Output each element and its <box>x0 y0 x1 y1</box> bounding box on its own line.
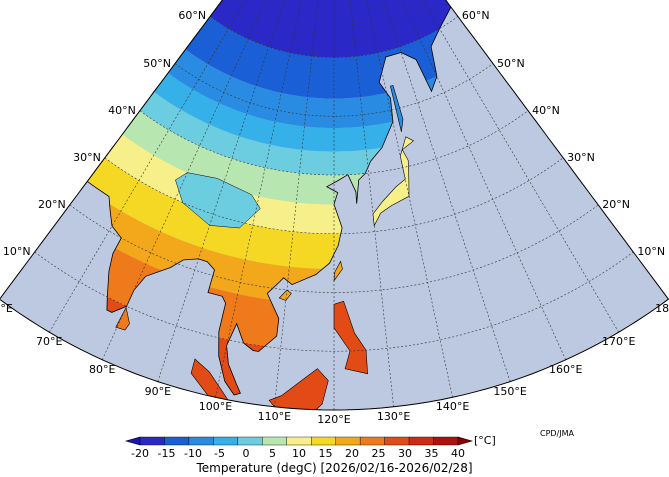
map-caption: Temperature (degC) [2026/02/16-2026/02/2… <box>196 461 473 475</box>
island-borneo <box>268 368 329 410</box>
lat-label-left: 20°N <box>38 197 66 211</box>
lon-label-bottom: 160°E <box>549 362 583 376</box>
colorbar-unit: [°C] <box>474 434 496 447</box>
colorbar-tick-label: 25 <box>371 447 386 460</box>
colorbar-segment <box>286 436 312 446</box>
parallel-line <box>209 16 459 58</box>
colorbar-segment <box>164 436 190 446</box>
lat-label-right: 20°N <box>602 197 630 211</box>
lon-label-bottom: 100°E <box>198 400 233 414</box>
colorbar-segment <box>433 436 459 446</box>
parallel-line <box>139 110 529 176</box>
colorbar-min-arrow <box>124 436 141 446</box>
parallel-line <box>34 251 634 352</box>
lon-label-bottom: 170°E <box>601 335 636 349</box>
lon-label-bottom: 70°E <box>36 335 63 349</box>
colorbar-segment <box>237 436 263 446</box>
colorbar-segment <box>311 436 336 446</box>
lon-label-bottom: 140°E <box>435 400 470 414</box>
lat-label-right: 10°N <box>637 245 666 259</box>
colorbar-segment <box>262 436 287 446</box>
colorbar-tick-label: 10 <box>292 447 306 460</box>
island-sri-lanka <box>115 306 130 331</box>
lon-label-bottom: 90°E <box>144 384 172 398</box>
lat-label-right: 40°N <box>532 103 560 117</box>
colorbar-tick-label: 30 <box>398 447 412 460</box>
colorbar-tick-label: 20 <box>345 447 359 460</box>
lon-label-bottom: 60°E <box>0 302 13 316</box>
colorbar-segment <box>359 436 385 446</box>
colorbar-segment <box>213 436 239 446</box>
island-philippines <box>333 300 368 375</box>
lat-label-left: 30°N <box>73 150 101 164</box>
colorbar-tick-label: 40 <box>451 447 465 460</box>
lat-label-right: 60°N <box>461 9 490 23</box>
credit-label: CPD/JMA <box>540 429 574 438</box>
lon-label-bottom: 80°E <box>89 362 116 376</box>
lat-label-left: 10°N <box>2 245 31 259</box>
island-hainan <box>278 289 292 301</box>
temperature-band <box>201 0 451 58</box>
parallel-line <box>174 63 494 117</box>
colorbar-tick-label: 0 <box>242 447 250 460</box>
colorbar-segment <box>139 436 165 446</box>
colorbar-tick-label: 5 <box>269 447 276 460</box>
colorbar-tick-label: -20 <box>131 447 149 460</box>
island-taiwan <box>333 260 343 282</box>
lon-label-bottom: 180° <box>655 302 669 316</box>
tibet-region <box>175 172 261 229</box>
parallel-line <box>104 157 564 235</box>
lat-label-right: 50°N <box>497 56 525 70</box>
lon-label-bottom: 150°E <box>493 384 527 398</box>
colorbar <box>124 436 474 446</box>
colorbar-tick-label: -15 <box>157 447 176 460</box>
lon-label-bottom: 110°E <box>257 409 292 423</box>
parallel-line <box>69 204 599 293</box>
colorbar-tick-label: -5 <box>214 447 225 460</box>
colorbar-segment <box>384 436 410 446</box>
island-sumatra <box>190 358 247 410</box>
colorbar-tick-label: 35 <box>424 447 439 460</box>
lat-label-left: 50°N <box>143 56 171 70</box>
lat-label-right: 30°N <box>567 150 595 164</box>
colorbar-segment <box>335 436 361 446</box>
temperature-band <box>87 145 451 269</box>
lat-label-left: 40°N <box>108 103 136 117</box>
colorbar-tick-label: -10 <box>184 447 202 460</box>
lon-label-bottom: 130°E <box>376 409 411 423</box>
lon-label-bottom: 120°E <box>317 413 351 426</box>
map-frame <box>0 0 669 411</box>
lat-label-left: 60°N <box>178 9 207 23</box>
colorbar-segment <box>188 436 214 446</box>
colorbar-max-arrow <box>457 436 474 446</box>
island-japan <box>372 136 415 227</box>
colorbar-segment <box>408 436 434 446</box>
colorbar-tick-label: 15 <box>318 447 333 460</box>
